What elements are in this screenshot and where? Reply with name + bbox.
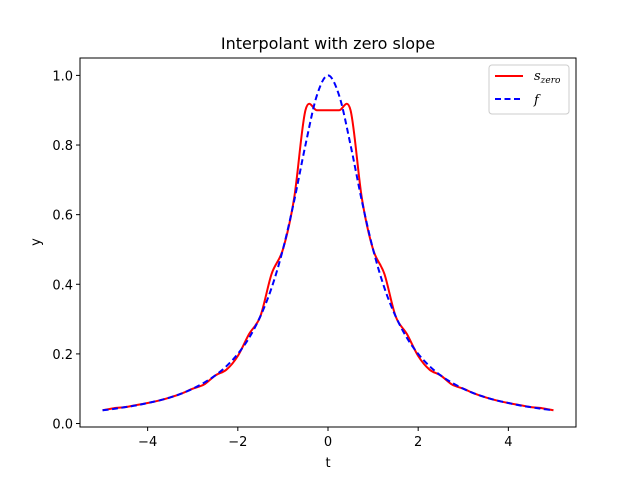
plot-background bbox=[80, 58, 576, 427]
y-tick-label: 0.4 bbox=[52, 278, 73, 293]
y-axis-ticks: 0.0 0.2 0.4 0.6 0.8 1.0 bbox=[52, 69, 80, 433]
x-tick-label: 2 bbox=[414, 435, 422, 450]
x-tick-label: 0 bbox=[324, 435, 332, 450]
legend-box bbox=[488, 64, 570, 115]
chart-title: Interpolant with zero slope bbox=[221, 34, 435, 53]
series-layer bbox=[102, 74, 554, 412]
legend-label-s-zero: szero bbox=[534, 69, 561, 86]
x-tick-label: −2 bbox=[228, 435, 247, 450]
legend: szero f bbox=[488, 64, 570, 115]
y-tick-label: 0.6 bbox=[52, 209, 73, 224]
plot-area bbox=[79, 57, 577, 428]
x-tick-label: −4 bbox=[138, 435, 157, 450]
legend-label-s-zero-main: s bbox=[534, 69, 541, 84]
x-axis-label: t bbox=[325, 456, 330, 471]
legend-label-f: f bbox=[533, 93, 541, 108]
y-tick-label: 0.0 bbox=[52, 418, 73, 433]
legend-label-s-zero-subscript: zero bbox=[540, 76, 561, 86]
y-tick-label: 0.2 bbox=[52, 348, 73, 363]
y-axis-label: y bbox=[29, 238, 44, 246]
x-tick-label: 4 bbox=[504, 435, 512, 450]
series-line-f bbox=[102, 74, 554, 412]
y-tick-label: 0.8 bbox=[52, 139, 73, 154]
y-tick-label: 1.0 bbox=[52, 69, 73, 84]
x-axis-ticks: −4 −2 0 2 4 bbox=[138, 427, 513, 450]
